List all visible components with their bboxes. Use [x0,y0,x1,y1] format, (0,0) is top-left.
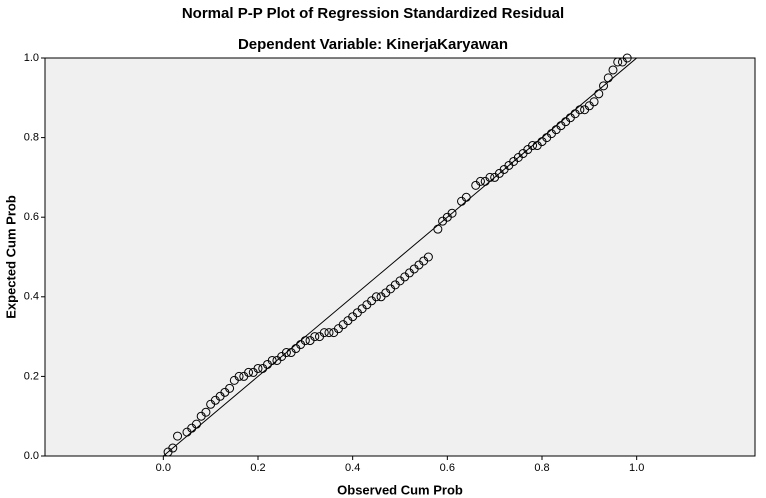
point [447,208,457,218]
point [594,89,604,99]
point [608,65,618,75]
point [244,367,254,377]
y-tick-label: 1.0 [24,52,39,64]
y-tick-label: 0.0 [24,450,39,462]
x-tick-label: 0.0 [156,462,171,474]
y-tick-label: 0.4 [24,291,39,303]
reference-line [163,57,637,457]
point [225,383,235,393]
point [599,81,609,91]
y-tick-label: 0.2 [24,370,39,382]
point [603,73,613,83]
chart-title: Normal P-P Plot of Regression Standardiz… [182,5,564,22]
point [319,328,329,338]
y-axis-label: Expected Cum Prob [3,195,18,319]
point [253,363,263,373]
point [575,105,585,115]
x-axis-label: Observed Cum Prob [337,482,463,497]
x-tick-label: 0.8 [534,462,549,474]
point [201,407,211,417]
point [461,192,471,202]
point [622,53,632,63]
point [267,355,277,365]
point [324,328,334,338]
chart-subtitle: Dependent Variable: KinerjaKaryawan [238,36,508,53]
point [433,224,443,234]
point [191,419,201,429]
point [485,172,495,182]
x-tick-label: 1.0 [629,462,644,474]
point [234,371,244,381]
point [613,57,623,67]
point [310,332,320,342]
x-tick-label: 0.4 [345,462,360,474]
point [589,97,599,107]
point [168,443,178,453]
point [423,252,433,262]
y-tick-label: 0.8 [24,132,39,144]
point [475,176,485,186]
point [528,141,538,151]
y-tick-label: 0.6 [24,211,39,223]
x-tick-label: 0.6 [440,462,455,474]
point [300,336,310,346]
point [371,292,381,302]
point [281,348,291,358]
point [173,431,183,441]
x-tick-label: 0.2 [250,462,265,474]
